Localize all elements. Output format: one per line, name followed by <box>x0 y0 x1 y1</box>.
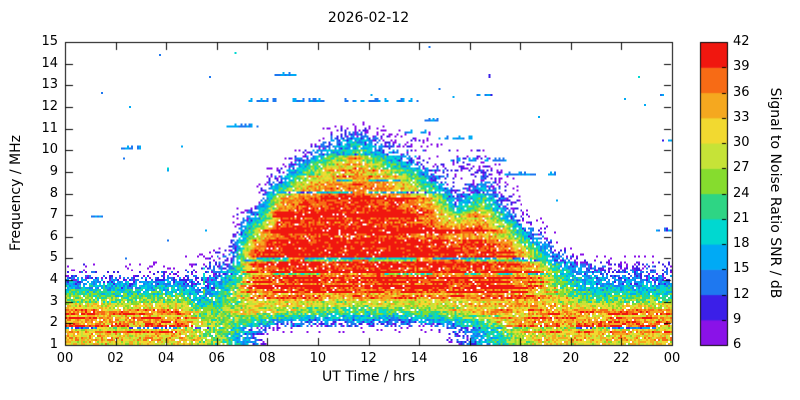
y-tick-label: 15 <box>41 34 58 49</box>
x-tick-label: 18 <box>511 351 529 366</box>
y-tick-label: 6 <box>49 228 58 244</box>
y-tick-label: 7 <box>49 207 58 223</box>
colorbar-tick-label: 24 <box>733 185 750 201</box>
y-tick-label: 8 <box>49 185 58 201</box>
colorbar-tick-label: 27 <box>733 160 750 176</box>
colorbar-tick-label: 18 <box>733 236 750 251</box>
colorbar-tick-label: 21 <box>733 210 750 226</box>
x-tick-label: 00 <box>663 351 681 366</box>
y-tick-label: 11 <box>41 120 58 136</box>
x-axis-label: UT Time / hrs <box>321 369 416 385</box>
colorbar-tick-label: 36 <box>733 84 750 100</box>
x-tick-label: 16 <box>461 351 478 366</box>
x-tick-label: 06 <box>208 351 226 366</box>
x-tick-label: 00 <box>56 351 74 366</box>
x-tick-label: 10 <box>309 351 327 366</box>
chart-title: 2026-02-12 <box>327 10 410 26</box>
colorbar-tick-label: 15 <box>733 261 750 277</box>
colorbar-tick-label: 9 <box>733 311 742 327</box>
colorbar-tick-label: 39 <box>733 59 750 75</box>
colorbar-tick-label: 42 <box>733 34 750 49</box>
x-tick-label: 14 <box>410 351 428 366</box>
colorbar-tick-label: 30 <box>733 135 750 150</box>
y-tick-label: 14 <box>41 55 58 71</box>
colorbar-tick-label: 6 <box>733 337 742 352</box>
x-tick-label: 08 <box>259 351 276 366</box>
colorbar-tick-label: 12 <box>733 286 750 302</box>
colorbar-label: Signal to Noise Ratio SNR / dB <box>767 87 783 299</box>
y-tick-label: 12 <box>41 98 58 114</box>
x-tick-label: 20 <box>562 351 580 366</box>
x-tick-label: 02 <box>107 351 124 366</box>
x-tick-label: 04 <box>157 351 175 366</box>
y-tick-label: 1 <box>49 337 58 352</box>
x-tick-label: 12 <box>360 351 377 366</box>
y-tick-label: 13 <box>41 77 58 93</box>
y-tick-label: 10 <box>41 142 58 158</box>
colorbar-tick-label: 33 <box>733 109 750 125</box>
y-tick-label: 3 <box>49 293 58 309</box>
x-tick-label: 22 <box>613 351 630 366</box>
y-tick-label: 5 <box>49 250 58 266</box>
y-tick-label: 4 <box>49 272 58 288</box>
y-tick-label: 2 <box>49 315 58 331</box>
y-tick-label: 9 <box>49 163 58 179</box>
